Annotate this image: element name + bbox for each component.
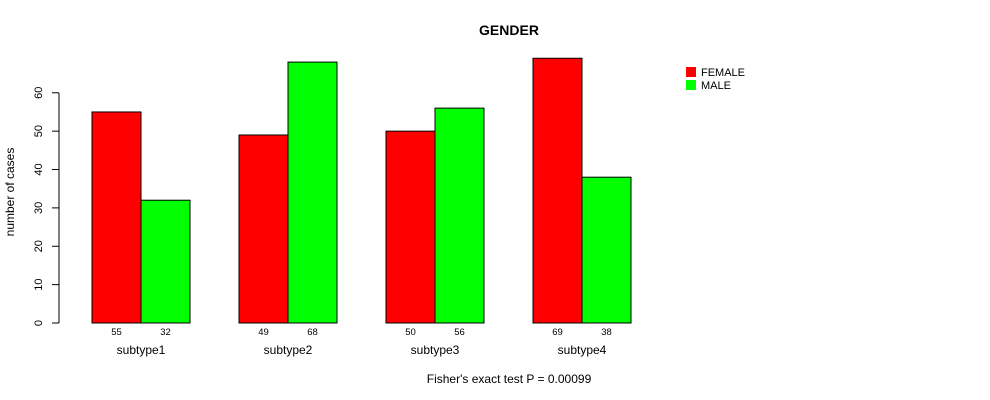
value-label: 38 [601,327,612,338]
y-tick-label: 20 [33,240,45,252]
y-tick-label: 0 [33,320,45,326]
bar-subtype3-male [434,107,485,324]
y-tick-label: 40 [33,163,45,175]
category-labels: subtype1 subtype2 subtype3 subtype4 [117,343,607,357]
value-label: 32 [160,327,171,338]
legend-label-female: FEMALE [701,67,745,79]
category-label-subtype3: subtype3 [411,343,460,357]
fisher-test-footnote: Fisher's exact test P = 0.00099 [427,372,592,386]
y-axis-ticks: 0 10 20 30 40 50 60 [33,87,59,326]
category-label-subtype2: subtype2 [264,343,313,357]
category-label-subtype4: subtype4 [558,343,607,357]
legend-swatch-male [686,80,696,90]
legend-swatch-female [686,67,696,77]
bar-subtype3-female [385,130,436,324]
y-tick-label: 30 [33,202,45,214]
chart-title: GENDER [479,22,539,38]
value-label: 68 [307,327,318,338]
bar-subtype2-female [238,134,289,324]
value-label: 49 [258,327,269,338]
value-labels: 55 32 49 68 50 56 69 38 [111,327,612,338]
bars [91,57,632,324]
value-label: 69 [552,327,563,338]
bar-subtype4-male [581,176,632,324]
y-tick-label: 10 [33,279,45,291]
y-tick-label: 60 [33,87,45,99]
legend-label-male: MALE [701,80,731,92]
bar-subtype2-male [287,61,338,324]
y-axis-label: number of cases [3,148,17,237]
bar-subtype1-female [91,111,142,324]
category-label-subtype1: subtype1 [117,343,166,357]
bar-subtype1-male [140,199,191,324]
value-label: 55 [111,327,122,338]
value-label: 50 [405,327,416,338]
y-tick-label: 50 [33,125,45,137]
value-label: 56 [454,327,465,338]
bar-subtype4-female [532,57,583,324]
